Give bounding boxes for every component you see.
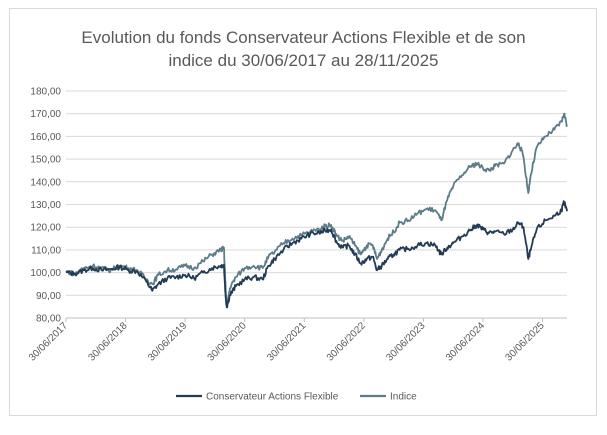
chart-title-line-1: Evolution du fonds Conservateur Actions …: [81, 28, 526, 47]
x-tick-label: 30/06/2017: [27, 320, 70, 363]
x-tick-label: 30/06/2021: [265, 320, 308, 363]
y-tick-label: 170,00: [30, 109, 61, 120]
x-tick-label: 30/06/2023: [384, 320, 427, 363]
y-tick-label: 100,00: [30, 268, 61, 279]
x-tick-label: 30/06/2022: [325, 320, 368, 363]
y-tick-label: 110,00: [31, 245, 61, 256]
y-tick-label: 140,00: [30, 177, 61, 188]
y-tick-label: 130,00: [30, 200, 61, 211]
series-line-fund: [65, 200, 568, 309]
y-tick-label: 150,00: [30, 155, 61, 166]
x-tick-label: 30/06/2020: [206, 320, 249, 363]
y-tick-label: 90,00: [36, 291, 61, 302]
y-tick-label: 80,00: [36, 314, 61, 325]
x-tick-label: 30/06/2018: [87, 320, 130, 363]
chart-title: Evolution du fonds Conservateur Actions …: [0, 26, 607, 72]
chart-frame: [9, 8, 597, 416]
x-tick-label: 30/06/2024: [444, 320, 487, 363]
y-tick-label: 120,00: [30, 223, 61, 234]
chart-title-line-2: indice du 30/06/2017 au 28/11/2025: [168, 51, 439, 70]
y-tick-label: 180,00: [30, 87, 61, 98]
series-line-indice: [65, 112, 568, 308]
y-tick-label: 160,00: [30, 132, 61, 143]
legend-item-indice-label: Indice: [390, 392, 417, 403]
x-tick-label: 30/06/2019: [146, 320, 189, 363]
x-tick-label: 30/06/2025: [504, 320, 547, 363]
legend-item-fund-label: Conservateur Actions Flexible: [206, 392, 339, 403]
